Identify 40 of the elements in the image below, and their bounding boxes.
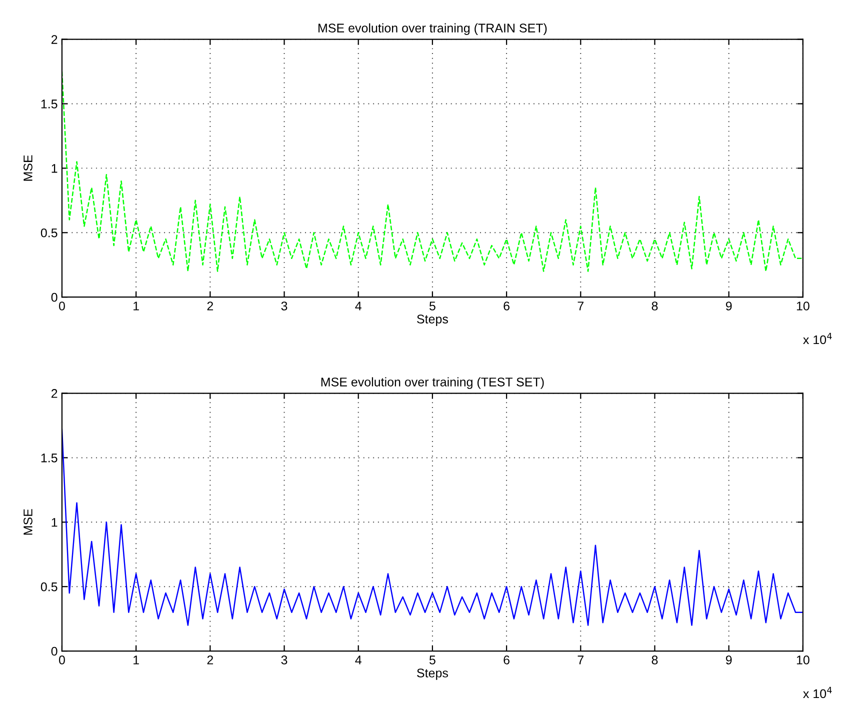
x-tick-label: 6 — [504, 656, 510, 664]
y-tick-label: 1.5 — [41, 100, 58, 108]
x-tick-label: 0 — [58, 302, 65, 310]
y-tick-label: 1 — [52, 518, 58, 527]
x-tick-label: 10 — [796, 656, 810, 664]
y-tick-label: 0 — [51, 646, 58, 656]
x-axis-title: Steps — [417, 668, 448, 680]
x-tick-label: 6 — [504, 302, 510, 310]
x-tick-label: 2 — [207, 656, 214, 664]
y-axis-title: MSE — [24, 155, 32, 181]
x-tick-label: 8 — [652, 302, 658, 310]
x-tick-label: 10 — [796, 302, 810, 310]
x-axis-title: Steps — [417, 314, 448, 326]
y-tick-label: 0.5 — [40, 228, 58, 238]
y-tick-label: 2 — [51, 389, 58, 398]
y-tick-label: 0 — [51, 292, 58, 302]
text: x 10$^{4}$ — [803, 332, 832, 344]
x-tick-label: 4 — [355, 302, 362, 310]
x-tick-label: 0 — [58, 656, 65, 664]
x-tick-label: 2 — [207, 302, 214, 310]
x-tick-label: 7 — [578, 656, 584, 664]
text: x 10$^{4}$ — [803, 686, 832, 698]
x-tick-label: 3 — [281, 656, 288, 664]
chart-title: MSE evolution over training (TEST SET) — [321, 377, 544, 389]
x-tick-label: 1 — [134, 656, 139, 664]
x-tick-label: 1 — [134, 302, 139, 310]
x-tick-label: 8 — [652, 656, 658, 664]
x-tick-label: 9 — [726, 302, 732, 310]
x-tick-label: 3 — [281, 302, 288, 310]
chart-title: MSE evolution over training (TRAIN SET) — [318, 23, 547, 35]
y-tick-label: 1 — [52, 164, 58, 173]
y-tick-label: 1.5 — [41, 454, 58, 462]
y-tick-label: 2 — [51, 35, 58, 44]
y-axis-title: MSE — [24, 509, 32, 535]
y-tick-label: 0.5 — [40, 582, 58, 592]
x-tick-label: 4 — [355, 656, 362, 664]
x-tick-label: 7 — [578, 302, 584, 310]
x-tick-label: 9 — [726, 656, 732, 664]
x-tick-label: 5 — [429, 656, 436, 664]
x-tick-label: 5 — [429, 302, 436, 310]
